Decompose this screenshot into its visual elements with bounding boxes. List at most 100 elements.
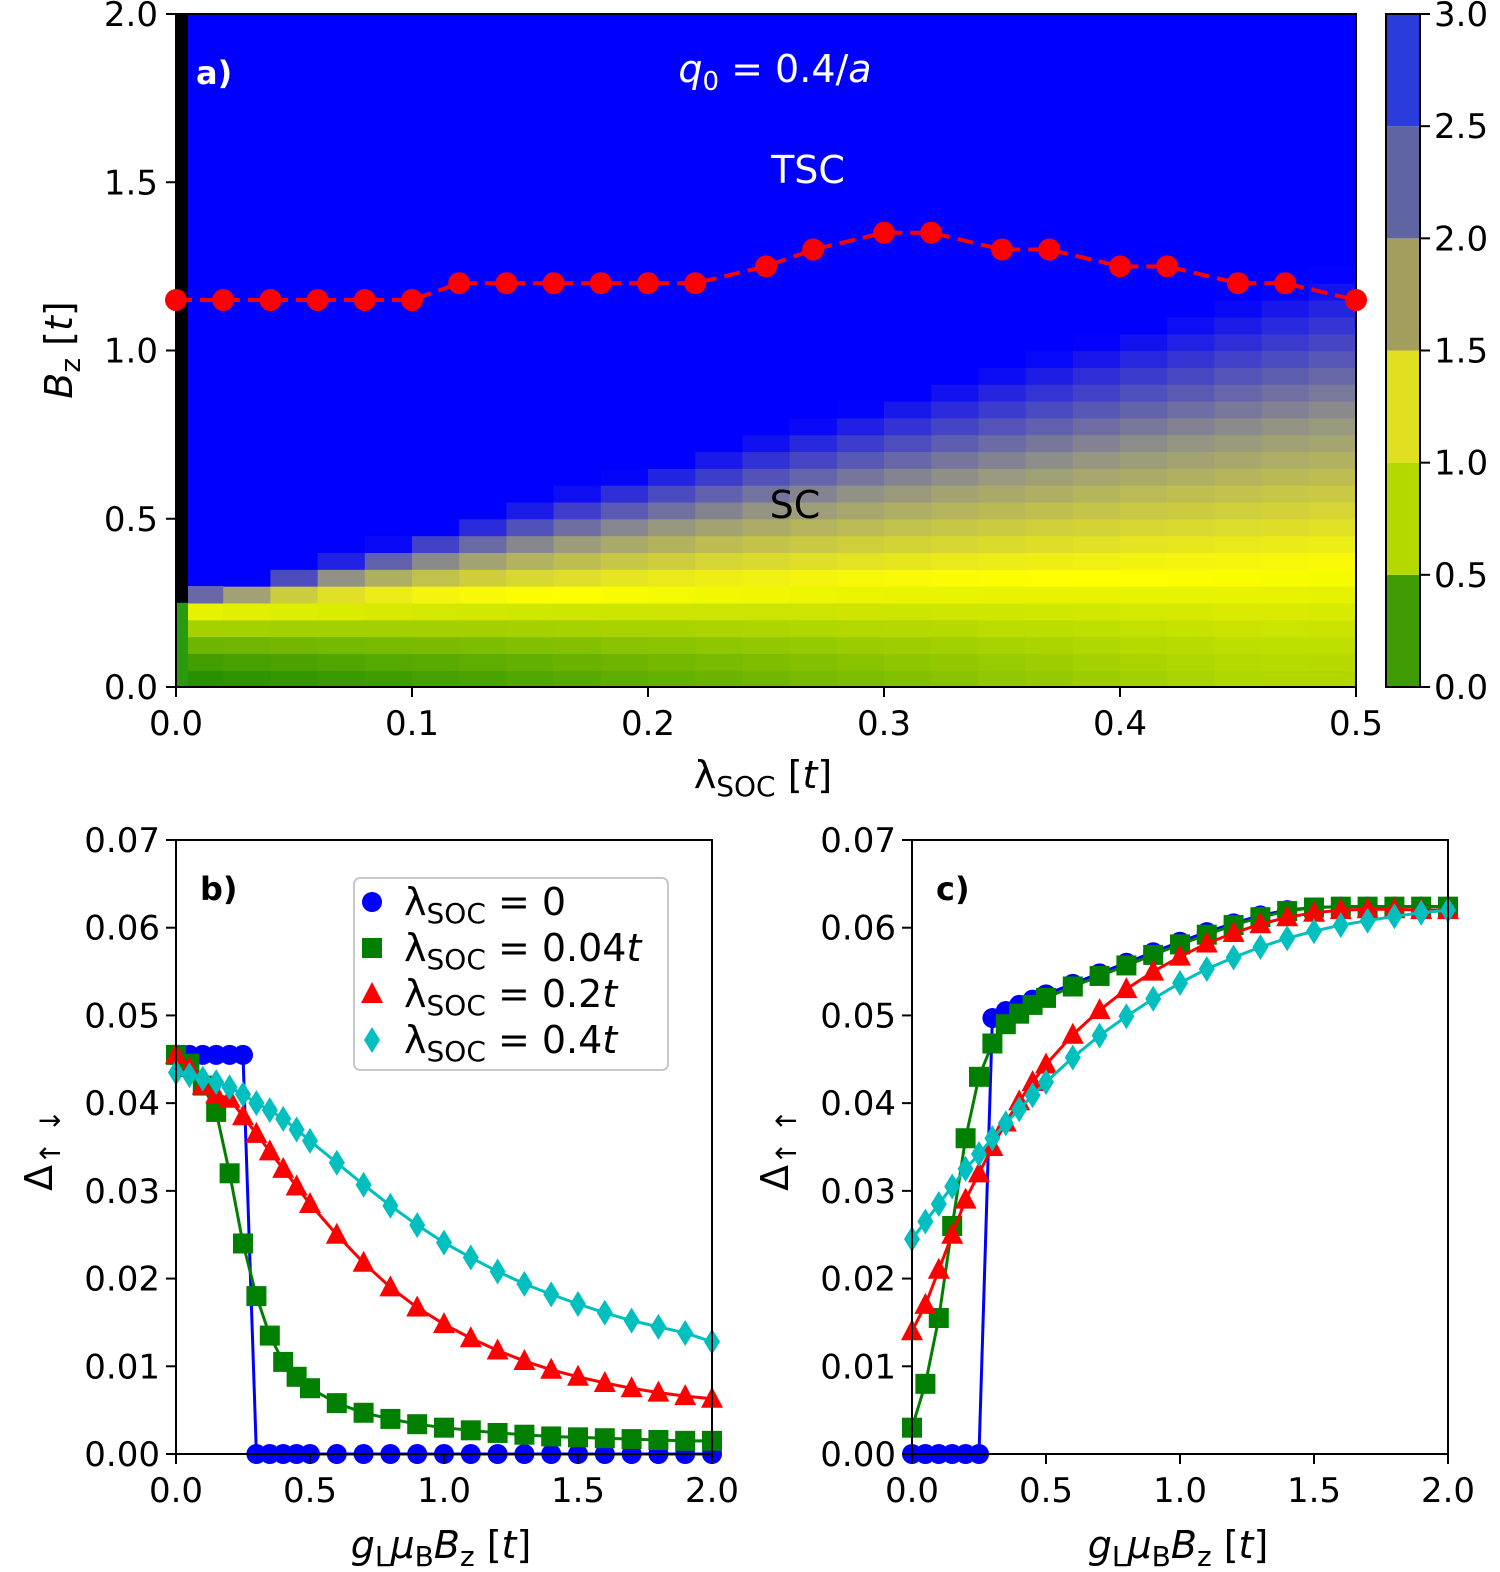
data-point — [487, 1422, 508, 1443]
heatmap-cell — [1214, 670, 1263, 688]
boundary-point — [306, 289, 329, 312]
heatmap-cell — [648, 518, 696, 537]
heatmap-cell — [1308, 367, 1357, 385]
heatmap-cell — [553, 485, 602, 503]
heatmap-cell — [742, 569, 791, 587]
heatmap-cell — [978, 552, 1027, 570]
heatmap-cell — [1261, 569, 1310, 587]
data-point — [674, 1384, 697, 1406]
heatmap-cell — [695, 485, 743, 503]
heatmap-cell — [978, 350, 1027, 368]
x-tick-label: 0.0 — [885, 1471, 939, 1511]
heatmap-cell — [1214, 417, 1263, 436]
heatmap-cell — [1167, 653, 1215, 671]
heatmap-cell — [364, 518, 413, 537]
heatmap-cell — [506, 670, 555, 688]
heatmap-cell — [1167, 468, 1215, 486]
heatmap-cell — [270, 653, 319, 671]
legend-entry-label: λSOC = 0.04t — [404, 926, 643, 976]
heatmap-cell — [836, 501, 885, 520]
heatmap-cell — [1214, 300, 1263, 318]
heatmap-cell — [1072, 586, 1121, 604]
heatmap-cell — [648, 569, 696, 587]
heatmap-cell — [600, 670, 649, 688]
boundary-point — [589, 272, 612, 295]
heatmap-cell — [1025, 367, 1074, 385]
heatmap-cell — [1025, 636, 1074, 654]
heatmap-cell — [836, 485, 885, 503]
heatmap-cell — [412, 586, 460, 604]
heatmap-cell — [695, 434, 743, 453]
heatmap-cell — [978, 367, 1027, 385]
data-point — [1169, 944, 1191, 966]
data-point — [1145, 985, 1162, 1012]
heatmap-cell — [1214, 333, 1263, 352]
heatmap-cell — [1072, 468, 1121, 486]
data-point — [1170, 934, 1190, 955]
heatmap-cell — [600, 552, 649, 570]
x-tick-label: 1.5 — [551, 1471, 605, 1511]
colorbar-tick-label: 1.5 — [1434, 332, 1488, 372]
legend-entry-label: λSOC = 0.4t — [404, 1018, 619, 1068]
heatmap-cell — [1167, 417, 1215, 436]
data-point — [621, 1429, 642, 1450]
data-point — [181, 1062, 198, 1089]
heatmap-cell — [931, 367, 979, 385]
colorbar-tick-label: 2.5 — [1434, 107, 1488, 147]
boundary-point — [212, 289, 235, 312]
heatmap-cell — [600, 451, 649, 469]
colorbar-tick-label: 0.5 — [1434, 556, 1488, 596]
heatmap-cell — [836, 417, 885, 436]
data-point — [362, 938, 382, 958]
boundary-point — [259, 289, 282, 312]
heatmap-cell — [742, 535, 791, 554]
heatmap-cell — [648, 451, 696, 469]
data-point — [514, 1424, 535, 1445]
heatmap-cell — [506, 535, 555, 554]
heatmap-cell — [978, 451, 1027, 469]
heatmap-cell — [553, 518, 602, 537]
heatmap-cell — [836, 535, 885, 554]
heatmap-cell — [978, 485, 1027, 503]
heatmap-cell — [1261, 653, 1310, 671]
heatmap-cell — [1025, 350, 1074, 368]
boundary-line — [176, 230, 1357, 303]
heatmap-cell — [1261, 518, 1310, 537]
heatmap-cell — [695, 535, 743, 554]
x-tick-label: 0.5 — [1019, 1471, 1073, 1511]
heatmap-cell — [1167, 552, 1215, 570]
colorbar — [1385, 13, 1421, 688]
heatmap-cell — [1167, 602, 1215, 621]
data-point — [914, 1292, 937, 1314]
data-point — [300, 1378, 320, 1399]
data-point — [1118, 1003, 1135, 1030]
y-axis-ticks-c: 0.00 0.01 0.02 0.03 0.04 0.05 0.06 0.07 — [820, 821, 912, 1475]
boundary-point — [1345, 289, 1367, 312]
data-point — [984, 1125, 1001, 1152]
heatmap-cell — [317, 653, 366, 671]
heatmap-cell — [1072, 518, 1121, 537]
heatmap-cell — [978, 619, 1027, 638]
heatmap-cell — [836, 434, 885, 453]
heatmap-cell — [1072, 367, 1121, 385]
heatmap-cell — [1308, 316, 1357, 335]
heatmap-cell — [742, 602, 791, 621]
heatmap-cell — [931, 602, 979, 621]
heatmap-cell — [506, 485, 555, 503]
heatmap-cell — [931, 552, 979, 570]
heatmap-cell — [1308, 602, 1357, 621]
data-point — [1064, 1044, 1081, 1071]
heatmap-cell — [978, 653, 1027, 671]
boundary-point — [1038, 238, 1061, 261]
heatmap-cell — [1308, 468, 1357, 486]
heatmap-cell — [459, 586, 507, 604]
data-point — [302, 1127, 318, 1154]
data-point — [677, 1319, 694, 1346]
heatmap-cell — [553, 569, 602, 587]
data-point — [355, 1171, 372, 1198]
heatmap-cell — [695, 586, 743, 604]
heatmap-cell — [789, 586, 838, 604]
heatmap-cell — [1072, 316, 1121, 335]
heatmap-cell — [884, 653, 932, 671]
y-tick-label: 0.00 — [84, 1435, 160, 1475]
